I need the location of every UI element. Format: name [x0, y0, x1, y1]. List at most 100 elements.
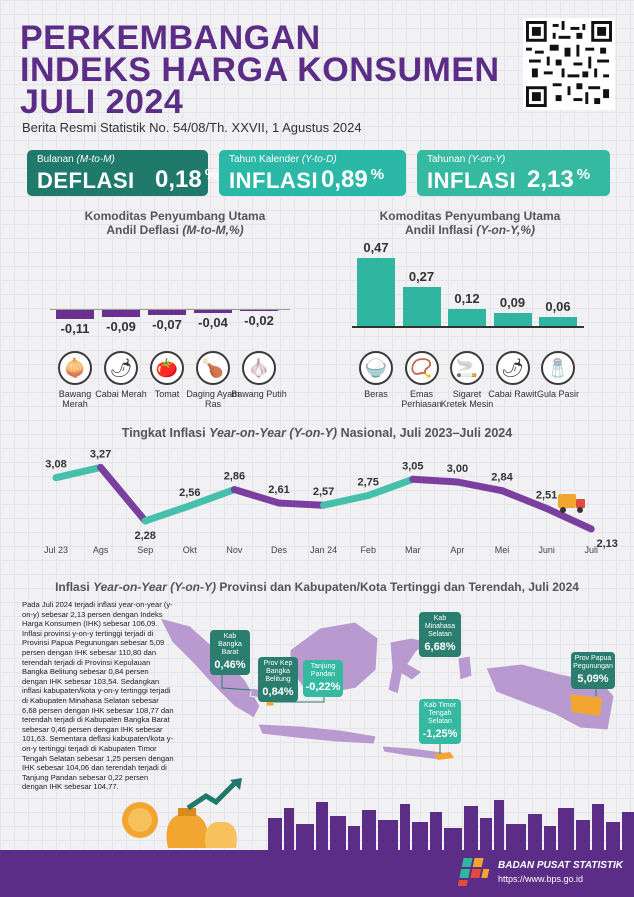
- callout-region: Prov Kep Bangka Belitung: [263, 660, 293, 683]
- map-description: Pada Juli 2024 terjadi inflasi year-on-y…: [22, 600, 174, 792]
- necklace-icon: 📿: [404, 351, 439, 385]
- deflasi-title-unit: (M-to-M,%): [182, 223, 244, 237]
- line-segment: [52, 463, 105, 482]
- deflasi-value-label: -0,02: [244, 312, 274, 328]
- summary-number: 0,89: [321, 166, 368, 193]
- x-tick-label: Juli: [584, 545, 598, 555]
- inflasi-bar: [448, 308, 486, 326]
- garlic-icon: 🧄: [242, 351, 276, 385]
- chili-icon: 🌶: [104, 351, 138, 385]
- inflasi-value-label: 0,06: [545, 299, 571, 315]
- callout-region: Kab Minahasa Selatan: [424, 615, 456, 638]
- x-tick-label: Feb: [360, 545, 376, 555]
- footer-url[interactable]: https://www.bps.go.id: [498, 874, 584, 884]
- line-segment: [364, 475, 417, 499]
- deflasi-baseline: [50, 309, 290, 310]
- inflasi-item-name: Emas Perhiasan: [401, 389, 442, 409]
- page-title: PERKEMBANGAN INDEKS HARGA KONSUMEN JULI …: [20, 21, 500, 121]
- inflasi-item-name: Gula Pasir: [536, 389, 580, 399]
- inflasi-value-label: 0,27: [408, 269, 435, 285]
- map-title-pre: Inflasi: [55, 580, 94, 594]
- callout-region: Tanjung Pandan: [310, 663, 336, 678]
- line-point-label: 2,51: [536, 489, 557, 501]
- deflasi-value-label: -0,04: [198, 314, 228, 330]
- deflasi-title-line-1: Komoditas Penyumbang Utama: [84, 209, 266, 223]
- footer-org: BADAN PUSAT STATISTIK: [498, 860, 623, 871]
- cigarette-icon: 🚬: [450, 351, 484, 385]
- map-callout: Prov Papua Pegunungan 5,09%: [571, 652, 615, 689]
- line-point-label: 3,27: [90, 448, 111, 460]
- callout-region: Kab Bangka Barat: [218, 633, 242, 656]
- maluku-islands: [457, 655, 473, 681]
- summary-percent-sign: %: [576, 166, 591, 183]
- deflasi-value-label: -0,07: [152, 317, 182, 333]
- deflasi-title-text: Andil Deflasi: [106, 223, 183, 237]
- line-segment: [498, 487, 551, 512]
- line-chart: 3,08 Jul 23 3,27 Ags 2,28 Sep 2,56 Okt 2,86 Nov 2,…: [44, 448, 618, 555]
- map-callout: Prov Kep Bangka Belitung 0,84%: [258, 657, 298, 702]
- inflasi-bar: [357, 258, 395, 326]
- deflasi-bar: [194, 309, 232, 313]
- deflasi-value-label: -0,11: [60, 320, 90, 336]
- line-point-label: 3,00: [447, 463, 468, 475]
- map-callout: Tanjung Pandan -0,22%: [303, 660, 343, 697]
- line-point-label: 2,86: [224, 471, 245, 483]
- map-callout: Kab Bangka Barat 0,46%: [210, 630, 250, 675]
- deflasi-item-name: Cabai Merah: [95, 389, 147, 399]
- truck-icon: [558, 494, 585, 513]
- onion-icon: 🧅: [58, 351, 92, 385]
- summary-period-abbrev: (M-to-M): [76, 154, 115, 165]
- summary-period-text: Tahun Kalender: [229, 154, 302, 165]
- summary-percent-sign: %: [370, 166, 385, 183]
- line-point-label: 2,57: [313, 486, 334, 498]
- callout-value: 0,84%: [262, 686, 294, 698]
- line-point-label: 2,61: [268, 484, 289, 496]
- papua-pegunungan-highlight: [570, 694, 602, 716]
- deflasi-bar: [148, 309, 186, 316]
- title-line-3: JULI 2024: [20, 83, 184, 121]
- line-segment: [543, 504, 595, 533]
- summary-percent-sign: %: [204, 166, 219, 183]
- indonesia-map: [159, 617, 615, 761]
- summary-kind: DEFLASI: [37, 168, 135, 193]
- sugar-sack-icon: 🧂: [541, 351, 575, 385]
- deflasi-item-name: Bawang Merah: [58, 389, 92, 409]
- java-island: [257, 723, 377, 745]
- qr-code-icon: [523, 18, 615, 110]
- callout-value: 0,46%: [214, 659, 246, 671]
- map-callout: Kab Timor Tengah Selatan -1,25%: [419, 699, 461, 744]
- inflasi-value-label: 0,12: [454, 290, 480, 306]
- x-tick-label: Jul 23: [44, 545, 68, 555]
- money-bags-illustration: [122, 778, 242, 848]
- line-segment: [275, 499, 328, 509]
- summary-value: 0,18%: [155, 166, 218, 194]
- summary-value: 0,89%: [321, 166, 384, 194]
- line-segment: [320, 492, 372, 509]
- page-subtitle: Berita Resmi Statistik No. 54/08/Th. XXV…: [22, 120, 362, 135]
- footer-bar: [0, 850, 634, 897]
- deflasi-bar: [56, 309, 94, 319]
- summary-value: 2,13%: [527, 166, 590, 194]
- tomato-icon: 🍅: [150, 351, 184, 385]
- inflasi-bar: [402, 287, 441, 326]
- map-title-em: Year-on-Year (Y-on-Y): [93, 580, 216, 594]
- summary-box-1: Bulanan (M-to-M) DEFLASI 0,18%: [27, 150, 218, 196]
- line-point-label: 3,08: [45, 459, 66, 471]
- line-point-label: 2,84: [491, 472, 513, 484]
- x-tick-label: Mar: [405, 545, 421, 555]
- inflasi-title: Komoditas Penyumbang Utama Andil Inflasi…: [355, 209, 585, 237]
- line-chart-title-pre: Tingkat Inflasi: [121, 426, 210, 440]
- x-tick-label: Ags: [93, 545, 109, 555]
- line-segment: [141, 502, 194, 525]
- inflasi-value-label: 0,47: [363, 240, 389, 256]
- deflasi-item-name: Tomat: [154, 389, 180, 399]
- deflasi-bar: [102, 309, 140, 318]
- inflasi-item-name: Beras: [364, 389, 388, 399]
- summary-period-text: Bulanan: [37, 154, 77, 165]
- bps-logo-icon: [458, 858, 490, 886]
- inflasi-value-label: 0,09: [499, 295, 526, 311]
- summary-number: 0,18: [155, 166, 202, 193]
- inflasi-title-text: Andil Inflasi: [404, 223, 477, 237]
- summary-period-text: Tahunan: [427, 154, 469, 165]
